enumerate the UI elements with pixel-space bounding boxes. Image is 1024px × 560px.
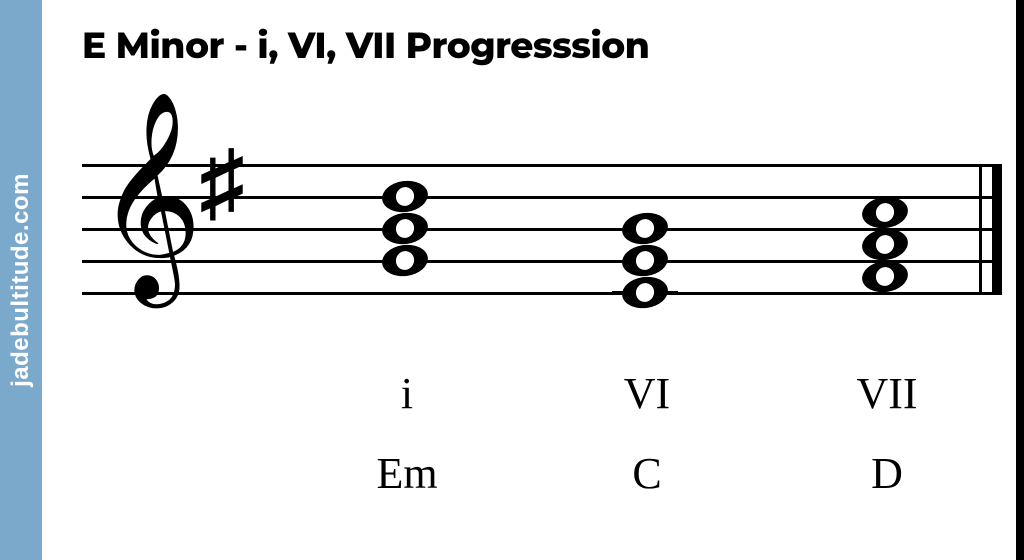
note-C4 [620, 274, 670, 311]
note-E4 [620, 242, 670, 279]
sidebar-watermark: jadebultitude.com [0, 0, 42, 560]
watermark-text: jadebultitude.com [7, 173, 35, 387]
note-B4 [380, 178, 430, 215]
note-G4 [380, 210, 430, 247]
chord-label-Em: Em [352, 448, 462, 499]
roman-numeral-i: i [352, 368, 462, 419]
staff-line-5 [82, 292, 1002, 295]
chord-label-D: D [832, 448, 942, 499]
treble-clef-icon: 𝄞 [96, 106, 202, 286]
roman-numeral-VII: VII [832, 368, 942, 419]
note-G4 [620, 210, 670, 247]
final-barline-thin [979, 164, 982, 295]
music-staff: 𝄞 ♯ [82, 120, 1002, 380]
right-border [1016, 0, 1024, 560]
note-E4 [380, 242, 430, 279]
chord-label-C: C [592, 448, 702, 499]
key-signature-sharp-icon: ♯ [200, 140, 244, 228]
roman-numeral-VI: VI [592, 368, 702, 419]
final-barline-thick [992, 164, 1002, 295]
note-F#4 [860, 226, 910, 263]
staff-line-4 [82, 260, 1002, 263]
note-A4 [860, 194, 910, 231]
note-D4 [860, 258, 910, 295]
page-title: E Minor - i, VI, VII Progresssion [82, 24, 649, 68]
